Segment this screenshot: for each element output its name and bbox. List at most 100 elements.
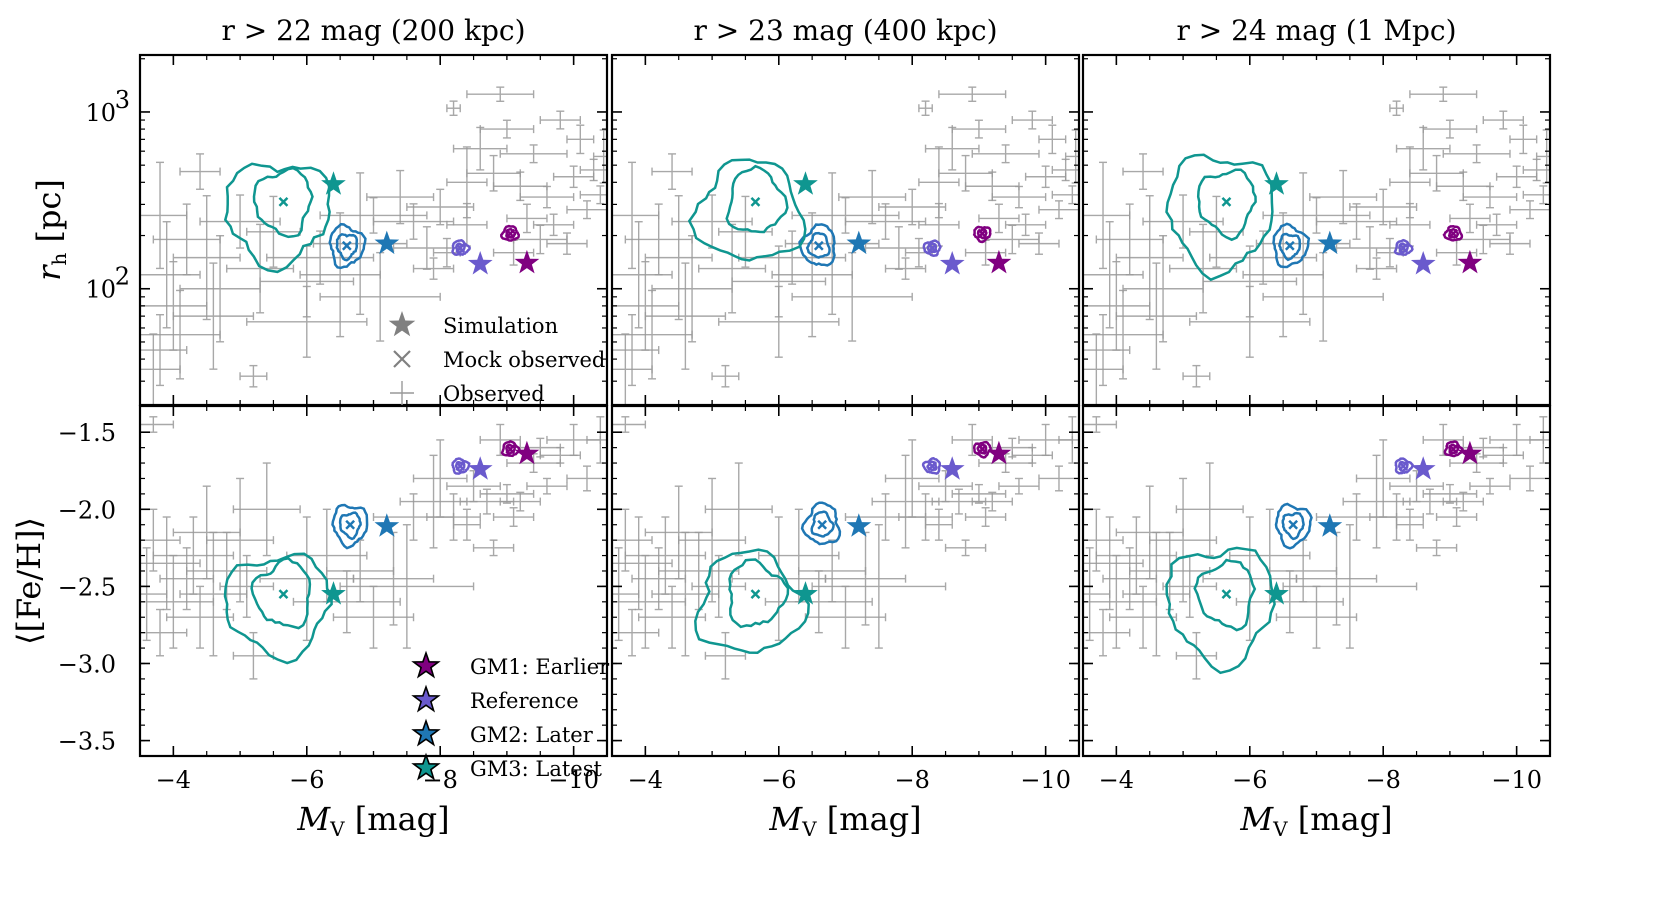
- mock-contour: [1196, 168, 1257, 242]
- x-tick-label: −6: [1232, 766, 1267, 794]
- y-axis-label-feh: ⟨[Fe/H]⟩: [10, 517, 48, 645]
- x-label-sub: V: [801, 817, 817, 841]
- observed-errorbar: [871, 454, 940, 549]
- observed-errorbar: [566, 465, 607, 492]
- y-axis-label-rh: rh [pc]: [30, 179, 71, 281]
- simulation-star-reference: [467, 251, 493, 275]
- observed-errorbar: [844, 203, 927, 240]
- observed-errorbar: [1442, 144, 1511, 164]
- observed-errorbar: [432, 237, 461, 268]
- legend-models: GM1: Earlier Reference GM2: Later GM3: Late…: [411, 650, 610, 781]
- observed-errorbar: [1058, 416, 1079, 464]
- mock-observed-marker: [505, 228, 516, 239]
- mock-observed-marker: [927, 243, 938, 253]
- mock-contour: [1393, 238, 1414, 256]
- observed-errorbar: [466, 86, 535, 102]
- observed-errorbar: [479, 423, 521, 457]
- observed-errorbar: [918, 202, 960, 247]
- x-tick-label: −8: [895, 766, 930, 794]
- mock-contour: [921, 456, 942, 475]
- observed-errorbar: [479, 483, 535, 504]
- observed-errorbar: [1409, 86, 1478, 102]
- observed-errorbar: [499, 491, 541, 512]
- simulation-star-gm2: [374, 230, 400, 255]
- y-tick-label: −2.0: [58, 496, 116, 524]
- simulation-star-gm2: [846, 513, 872, 537]
- x-label-sub: V: [329, 817, 345, 841]
- x-tick-label: −10: [1491, 766, 1542, 794]
- x-stroke: [1288, 519, 1299, 530]
- observed-errorbar: [339, 524, 475, 649]
- legend-errorbar-icon: [390, 381, 414, 405]
- observed-errorbar: [1175, 462, 1244, 557]
- x-label-main: M: [1239, 800, 1274, 838]
- observed-errorbar: [644, 195, 713, 321]
- observed-errorbar: [372, 203, 455, 240]
- x-label-unit: [mag]: [345, 800, 450, 838]
- observed-errorbar: [1011, 110, 1054, 130]
- observed-errorbar: [1529, 416, 1550, 464]
- x-axis-label: MV [mag]: [296, 800, 449, 841]
- simulation-star-gm1: [986, 440, 1012, 465]
- observed-errorbar: [366, 169, 435, 225]
- x-stroke: [505, 444, 516, 455]
- simulation-star-gm3: [1264, 581, 1289, 605]
- x-stroke: [977, 228, 988, 239]
- simulation-star-gm2: [846, 230, 872, 255]
- simulation-star-gm1: [986, 249, 1012, 274]
- simulation-star-gm1: [514, 249, 540, 274]
- observed-errorbar: [1262, 251, 1384, 342]
- simulation-star-gm1: [514, 440, 540, 465]
- x-stroke: [817, 519, 828, 530]
- mock-contour: [1272, 222, 1311, 269]
- observed-errorbar: [492, 507, 535, 527]
- observed-errorbar: [811, 524, 947, 649]
- simulation-star-gm2: [1317, 513, 1343, 537]
- mock-contour: [500, 224, 520, 242]
- observed-errorbar: [644, 262, 727, 370]
- x-stroke: [1448, 444, 1459, 455]
- observed-errorbar: [884, 257, 927, 280]
- observed-errorbar: [506, 203, 548, 234]
- y-label-unit: [pc]: [30, 179, 68, 253]
- observed-errorbar: [526, 477, 568, 495]
- observed-errorbar: [998, 477, 1040, 495]
- observed-errorbar: [924, 508, 953, 541]
- observed-errorbar: [918, 100, 933, 116]
- observed-errorbar: [1083, 554, 1158, 649]
- mock-contour: [1394, 457, 1414, 475]
- observed-errorbar: [1395, 126, 1451, 171]
- observed-errorbar: [206, 477, 275, 603]
- mock-contour: [687, 158, 807, 262]
- y-label-sub: h: [47, 253, 71, 266]
- observed-errorbar: [152, 516, 235, 595]
- mock-contour: [1165, 546, 1276, 675]
- observed-errorbar: [239, 364, 268, 388]
- x-stroke: [393, 350, 411, 368]
- observed-errorbar: [1115, 262, 1198, 370]
- observed-errorbar: [1122, 531, 1191, 657]
- observed-errorbar: [1295, 531, 1378, 626]
- mock-observed-marker: [1221, 196, 1232, 207]
- x-tick-label: −8: [1366, 766, 1401, 794]
- column-title: r > 23 mag (400 kpc): [693, 14, 997, 47]
- plot-area: [1083, 86, 1550, 405]
- observed-errorbar: [964, 507, 1007, 527]
- observed-errorbar: [1235, 570, 1344, 634]
- mock-contour: [972, 225, 992, 244]
- mock-observed-marker: [927, 461, 938, 472]
- observed-errorbar: [140, 289, 221, 380]
- observed-errorbar: [299, 212, 381, 338]
- observed-errorbar: [612, 313, 660, 387]
- simulation-star-reference: [1410, 251, 1436, 275]
- mock-observed-marker: [977, 444, 988, 455]
- observed-errorbar: [140, 508, 181, 572]
- x-tick-label: −4: [1099, 766, 1134, 794]
- observed-errorbar: [1309, 169, 1378, 225]
- observed-errorbar: [539, 110, 582, 130]
- legend-label: Reference: [470, 689, 579, 713]
- y-tick-label: −1.5: [58, 419, 116, 447]
- observed-errorbar: [1108, 585, 1178, 649]
- observed-errorbar: [412, 439, 468, 518]
